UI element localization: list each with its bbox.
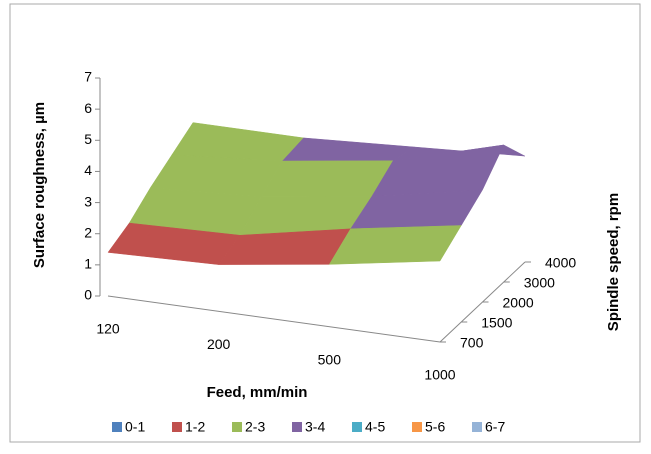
legend-label: 6-7 [485,419,505,435]
legend-label: 2-3 [245,419,265,435]
legend-label: 5-6 [425,419,445,435]
z-tick-label: 2 [84,224,92,240]
z-tick-label: 1 [84,256,92,272]
legend-swatch [352,422,362,432]
surface-patch [260,160,394,197]
z-tick-label: 6 [84,100,92,116]
z-tick-label: 3 [84,193,92,209]
z-tick-label: 4 [84,162,92,178]
y-tick-label: 4000 [545,255,576,271]
legend-swatch [292,422,302,432]
surface-patch [328,225,462,265]
x-tick-label: 1000 [424,367,455,383]
y-tick-label: 3000 [524,275,555,291]
x-tick-label: 120 [96,321,120,337]
legend-swatch [412,422,422,432]
x-axis [107,295,441,343]
y-tick-label: 1500 [481,315,512,331]
x-tick-label: 500 [318,351,342,367]
y-tick-label: 700 [460,335,484,351]
legend-swatch [232,422,242,432]
y-axis-title: Spindle speed, rpm [605,193,622,331]
legend-swatch [172,422,182,432]
legend-label: 0-1 [125,419,145,435]
x-axis-title: Feed, mm/min [207,384,308,401]
legend-label: 1-2 [185,419,205,435]
z-tick-label: 0 [84,287,92,303]
legend-label: 4-5 [365,419,385,435]
legend-label: 3-4 [305,419,325,435]
legend-swatch [472,422,482,432]
z-tick-label: 7 [84,69,92,85]
z-axis-title: Surface roughness, µm [31,102,48,268]
legend-swatch [112,422,122,432]
x-tick-label: 200 [207,336,231,352]
y-tick-label: 2000 [503,295,534,311]
z-tick-label: 5 [84,131,92,147]
